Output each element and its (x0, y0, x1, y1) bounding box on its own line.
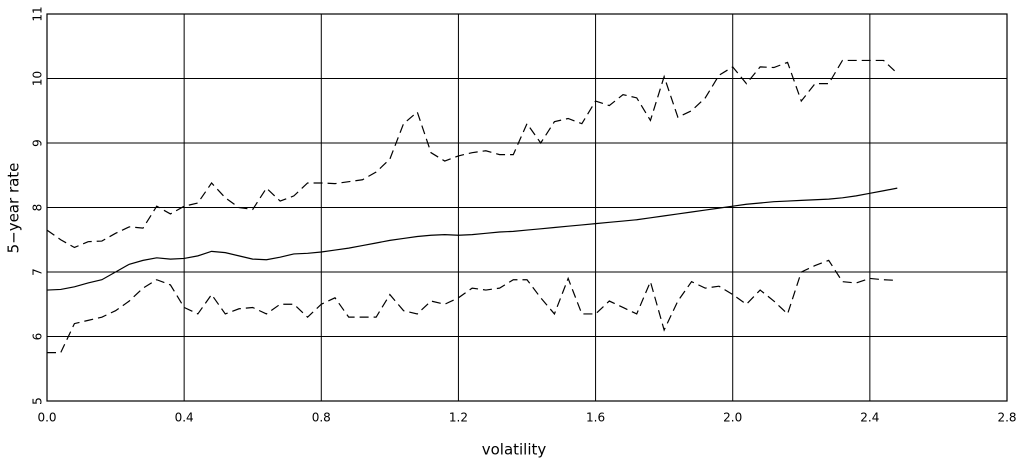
y-tick-label: 7 (31, 268, 45, 276)
x-tick-label: 0.4 (175, 411, 194, 425)
y-tick-label: 11 (31, 6, 45, 21)
y-axis-label: 5−year rate (5, 163, 23, 254)
x-tick-label: 0.0 (37, 411, 56, 425)
x-tick-label: 2.4 (860, 411, 879, 425)
y-tick-label: 10 (31, 71, 45, 86)
y-tick-label: 6 (31, 333, 45, 341)
data-line (47, 259, 898, 354)
data-line (46, 59, 898, 249)
y-tick-label: 8 (31, 204, 45, 212)
y-tick-label: 9 (31, 139, 45, 147)
x-tick-label: 0.8 (312, 411, 331, 425)
x-tick-label: 2.0 (723, 411, 742, 425)
y-tick-label: 5 (31, 397, 45, 405)
x-tick-label: 1.2 (449, 411, 468, 425)
x-tick-label: 2.8 (997, 411, 1016, 425)
x-axis-label: volatility (482, 441, 547, 459)
data-line (46, 187, 898, 291)
x-tick-label: 1.6 (586, 411, 605, 425)
